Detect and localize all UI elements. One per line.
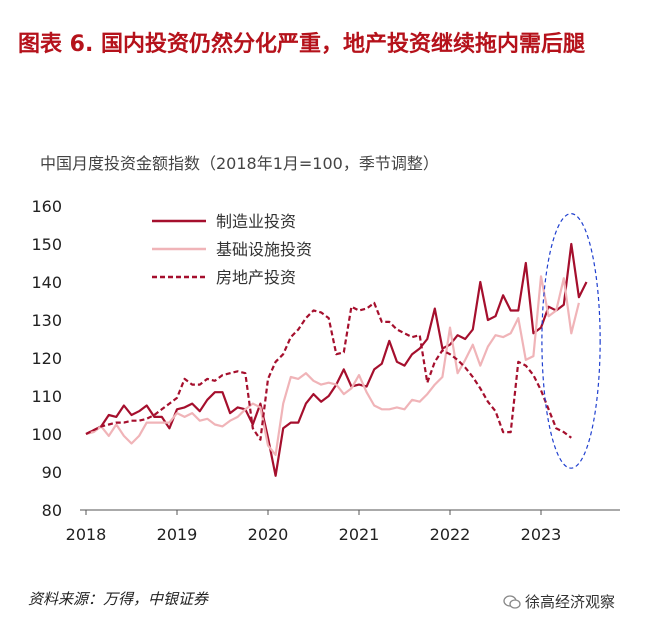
source-note: 资料来源：万得，中银证券 xyxy=(28,590,209,608)
y-tick-label: 120 xyxy=(31,349,62,368)
x-tick-label: 2020 xyxy=(248,525,289,544)
y-tick-label: 110 xyxy=(31,387,62,406)
y-tick-label: 100 xyxy=(31,425,62,444)
legend-label: 基础设施投资 xyxy=(216,240,312,259)
x-tick-label: 2018 xyxy=(66,525,107,544)
watermark: 徐高经济观察 xyxy=(503,591,615,612)
highlight-ellipse xyxy=(541,212,601,469)
y-tick-label: 130 xyxy=(31,311,62,330)
x-tick-label: 2019 xyxy=(157,525,198,544)
y-tick-label: 90 xyxy=(42,463,62,482)
legend-label: 制造业投资 xyxy=(216,212,296,231)
x-tick-label: 2023 xyxy=(521,525,562,544)
y-tick-label: 150 xyxy=(31,235,62,254)
chart-subtitle: 中国月度投资金额指数（2018年1月=100，季节调整） xyxy=(40,154,439,173)
series-line-1 xyxy=(85,242,588,477)
series-line-3 xyxy=(85,301,572,441)
legend-label: 房地产投资 xyxy=(216,268,296,287)
x-tick-label: 2021 xyxy=(339,525,380,544)
series-line-2 xyxy=(85,275,580,456)
x-tick-label: 2022 xyxy=(430,525,471,544)
y-tick-label: 160 xyxy=(31,197,62,216)
wechat-icon xyxy=(503,594,521,609)
page-title: 图表 6. 国内投资仍然分化严重，地产投资继续拖内需后腿 xyxy=(18,32,585,57)
watermark-text: 徐高经济观察 xyxy=(525,593,616,611)
y-tick-label: 140 xyxy=(31,273,62,292)
y-tick-label: 80 xyxy=(42,501,62,520)
